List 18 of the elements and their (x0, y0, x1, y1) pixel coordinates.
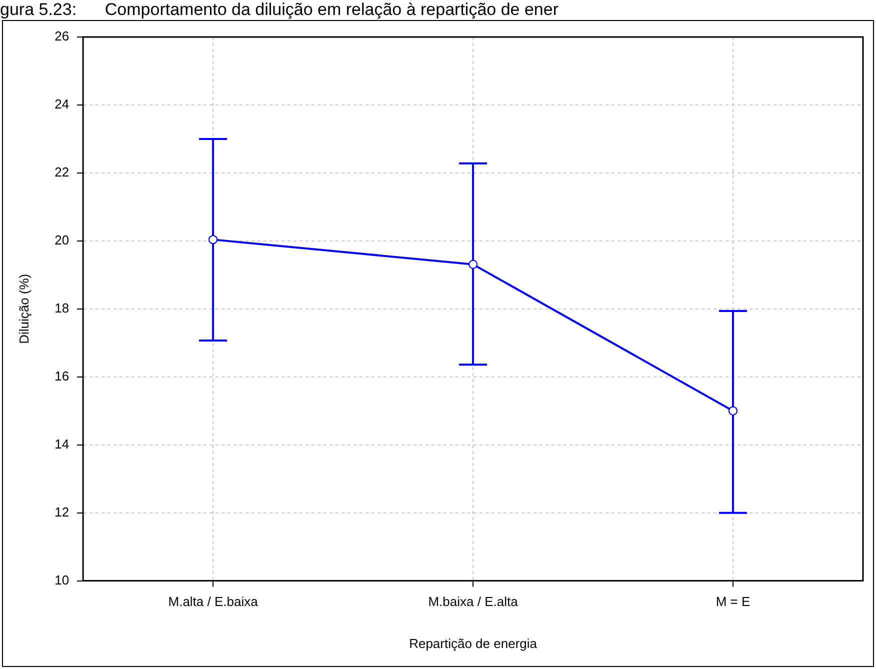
x-tick-label: M.alta / E.baixa (168, 594, 259, 610)
y-tick-label: 22 (54, 164, 70, 180)
point (208, 235, 218, 244)
y-tick-label: 26 (54, 28, 70, 44)
point (468, 260, 478, 269)
y-tick-label: 20 (54, 232, 70, 248)
y-axis-title: Diluição (%) (16, 274, 32, 344)
y-tick-label: 24 (54, 96, 70, 112)
point (728, 406, 738, 416)
x-tick-label: M = E (716, 594, 750, 610)
y-tick-label: 16 (54, 368, 70, 384)
y-tick-label: 18 (54, 300, 70, 316)
y-tick-label: 14 (54, 436, 70, 452)
x-tick-label: M.baixa / E.alta (428, 594, 519, 610)
chart-title: gura 5.23: Comportamento da diluição em relação à repartição de ener (0, 0, 558, 19)
y-tick-label: 10 (54, 572, 70, 588)
y-tick-label: 12 (54, 504, 70, 520)
x-axis-title: Repartição de energia (409, 636, 538, 651)
